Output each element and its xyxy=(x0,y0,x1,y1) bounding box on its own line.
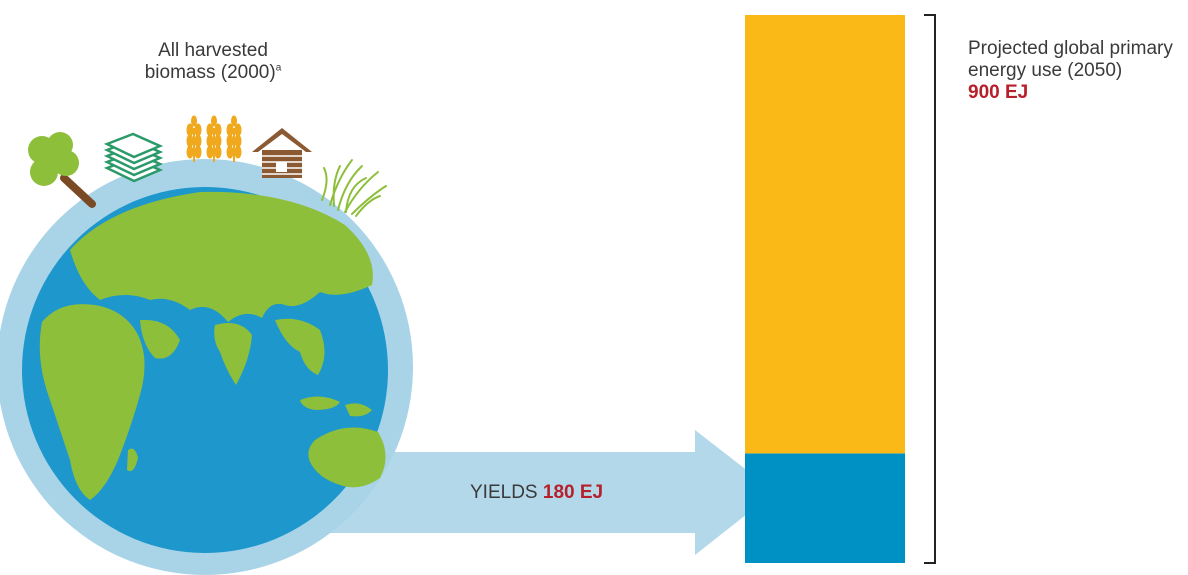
projected-energy-label: Projected global primary energy use (205… xyxy=(968,38,1183,104)
projected-value: 900 EJ xyxy=(968,81,1029,103)
bar-segment-harvested-biomass xyxy=(745,453,905,563)
paper-stack-icon xyxy=(103,132,164,183)
biomass-label-line2: biomass (2000) xyxy=(144,61,276,83)
tree-icon xyxy=(28,132,96,208)
grass-icon xyxy=(321,159,387,217)
total-bracket xyxy=(924,14,936,564)
biomass-label: All harvested biomass (2000)a xyxy=(108,40,318,84)
globe-land xyxy=(39,191,386,500)
bar-segment-remaining-demand xyxy=(745,15,905,454)
house-icon xyxy=(252,128,312,178)
yields-value: 180 EJ xyxy=(542,482,604,503)
yields-label: YIELDS 180 EJ xyxy=(470,482,603,504)
biomass-label-line1: All harvested xyxy=(158,40,268,61)
projected-label-line1: Projected global primary xyxy=(968,38,1173,59)
yields-arrow xyxy=(300,430,775,555)
wheat-icon xyxy=(186,115,242,162)
yields-prefix: YIELDS xyxy=(470,482,538,503)
projected-label-line2: energy use (2050) xyxy=(968,59,1123,81)
stacked-bar xyxy=(745,15,905,563)
footnote-mark: a xyxy=(275,62,282,74)
